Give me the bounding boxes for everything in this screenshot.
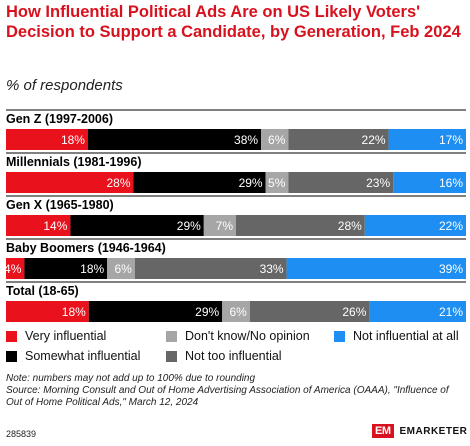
- bar-segment: [288, 129, 389, 150]
- legend-not-influential-at-all: Not influential at all: [334, 329, 459, 343]
- data-label: 29%: [195, 305, 219, 319]
- category-label: Gen X (1965-1980): [6, 198, 114, 212]
- legend-label-not-influential-at-all: Not influential at all: [353, 329, 459, 343]
- bar-segment: [222, 301, 250, 322]
- data-label: 26%: [342, 305, 366, 319]
- data-label: 14%: [43, 219, 67, 233]
- bar-segment: [6, 129, 88, 150]
- legend-dont-know: Don't know/No opinion: [166, 329, 310, 343]
- legend-label-dont-know: Don't know/No opinion: [185, 329, 310, 343]
- category-label: Baby Boomers (1946-1964): [6, 241, 166, 255]
- bar-segment: [6, 215, 71, 236]
- source-text: Source: Morning Consult and Out of Home …: [6, 385, 449, 408]
- logo-mark: EM: [372, 424, 394, 438]
- legend-label-not-too-influential: Not too influential: [185, 349, 282, 363]
- data-label: 18%: [62, 305, 86, 319]
- chart-subtitle: % of respondents: [6, 77, 123, 94]
- bar-segment: [388, 129, 466, 150]
- bar-segment: [6, 172, 134, 193]
- footnote: Note: numbers may not add up to 100% due…: [6, 373, 466, 409]
- category-label: Total (18-65): [6, 284, 79, 298]
- legend-label-somewhat-influential: Somewhat influential: [25, 349, 141, 363]
- emarketer-logo: EM EMARKETER: [372, 424, 467, 438]
- bar-segment: [134, 258, 287, 279]
- category-label: Gen Z (1997-2006): [6, 112, 113, 126]
- data-label: 6%: [114, 262, 132, 276]
- data-label: 4%: [4, 262, 22, 276]
- bar-segment: [6, 301, 89, 322]
- data-label: 38%: [234, 133, 258, 147]
- category-label: Millennials (1981-1996): [6, 155, 141, 169]
- legend-very-influential: Very influential: [6, 329, 106, 343]
- bar-segment: [70, 215, 204, 236]
- bar-segment: [107, 258, 135, 279]
- legend-not-too-influential: Not too influential: [166, 349, 282, 363]
- data-label: 39%: [439, 262, 463, 276]
- legend-somewhat-influential: Somewhat influential: [6, 349, 140, 363]
- data-label: 6%: [268, 133, 286, 147]
- bar-segment: [364, 215, 466, 236]
- bar-segment: [249, 301, 370, 322]
- data-label: 21%: [439, 305, 463, 319]
- legend-swatch-somewhat-influential: [6, 350, 17, 362]
- bar-segment: [288, 172, 394, 193]
- data-label: 6%: [229, 305, 247, 319]
- data-label: 22%: [439, 219, 463, 233]
- chart-id: 285839: [6, 429, 37, 439]
- bar-segment: [265, 172, 289, 193]
- data-label: 29%: [177, 219, 201, 233]
- bar-segment: [369, 301, 466, 322]
- bar-segment: [236, 215, 365, 236]
- logo-wordmark: EMARKETER: [399, 425, 468, 437]
- bar-segment: [6, 258, 25, 279]
- bar-segment: [261, 129, 289, 150]
- bar-segment: [393, 172, 466, 193]
- data-label: 18%: [80, 262, 104, 276]
- legend-swatch-dont-know: [166, 330, 177, 342]
- bar-segment: [286, 258, 466, 279]
- data-label: 33%: [260, 262, 284, 276]
- data-label: 22%: [362, 133, 386, 147]
- legend-swatch-not-too-influential: [166, 350, 177, 362]
- data-label: 5%: [268, 176, 286, 190]
- data-label: 18%: [61, 133, 85, 147]
- legend-swatch-not-influential-at-all: [334, 330, 345, 342]
- data-label: 28%: [106, 176, 130, 190]
- data-label: 28%: [338, 219, 362, 233]
- data-label: 17%: [439, 133, 463, 147]
- bar-segment: [24, 258, 108, 279]
- bar-segment: [87, 129, 262, 150]
- chart-title: How Influential Political Ads Are on US …: [6, 3, 461, 41]
- data-label: 29%: [239, 176, 263, 190]
- stacked-bar-chart: Gen Z (1997-2006) 18% 38% 6% 22% 17% Millennia…: [4, 109, 466, 322]
- data-label: 23%: [366, 176, 390, 190]
- legend-swatch-very-influential: [6, 330, 17, 342]
- legend-label-very-influential: Very influential: [25, 329, 107, 343]
- note-text: Note: numbers may not add up to 100% due…: [6, 373, 256, 384]
- bar-segment: [88, 301, 223, 322]
- data-label: 16%: [439, 176, 463, 190]
- bar-segment: [203, 215, 236, 236]
- data-label: 7%: [216, 219, 234, 233]
- bar-segment: [133, 172, 266, 193]
